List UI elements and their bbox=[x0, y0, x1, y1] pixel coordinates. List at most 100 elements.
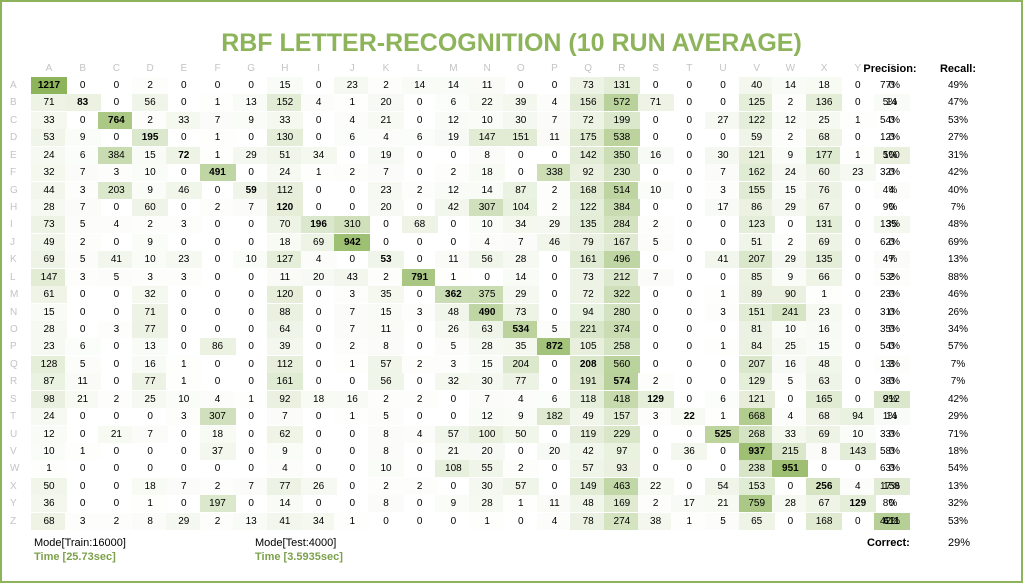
matrix-cell: 2 bbox=[637, 373, 674, 391]
matrix-cell: 30 bbox=[705, 146, 741, 164]
recall-value: 69% bbox=[947, 236, 968, 248]
matrix-cell: 0 bbox=[248, 219, 254, 231]
matrix-cell: 5 bbox=[435, 338, 472, 356]
matrix-cell: 87 bbox=[502, 181, 539, 199]
matrix-cell: 0 bbox=[888, 132, 895, 144]
row-header-g: G bbox=[10, 184, 18, 196]
matrix-cell: 0 bbox=[79, 411, 86, 423]
row-header-r: R bbox=[10, 376, 18, 388]
matrix-cell: 13 bbox=[233, 512, 270, 530]
matrix-cell: 87 bbox=[31, 373, 67, 391]
row-header-i: I bbox=[10, 219, 13, 231]
matrix-cell: 241 bbox=[772, 303, 809, 321]
matrix-cell: 310 bbox=[334, 216, 371, 234]
matrix-cell: 9 bbox=[435, 495, 472, 513]
matrix-cell: 29 bbox=[233, 146, 270, 164]
matrix-cell: 6 bbox=[64, 146, 101, 164]
recall-value: 18% bbox=[947, 446, 968, 458]
matrix-cell: 0 bbox=[315, 114, 322, 126]
matrix-cell: 215 bbox=[772, 443, 809, 461]
matrix-cell: 0 bbox=[652, 132, 659, 144]
matrix-cell: 0 bbox=[720, 446, 726, 458]
matrix-cell: 0 bbox=[484, 271, 490, 283]
matrix-cell: 0 bbox=[79, 498, 86, 510]
matrix-cell: 0 bbox=[888, 446, 895, 458]
matrix-cell: 4 bbox=[368, 129, 404, 147]
matrix-cell: 1 bbox=[334, 94, 371, 112]
matrix-cell: 0 bbox=[248, 411, 254, 423]
matrix-cell: 28 bbox=[31, 321, 67, 339]
matrix-cell: 147 bbox=[31, 268, 67, 286]
matrix-cell: 129 bbox=[637, 390, 674, 408]
matrix-cell: 463 bbox=[603, 477, 640, 495]
matrix-cell: 33 bbox=[772, 425, 809, 443]
matrix-cell: 131 bbox=[603, 77, 640, 94]
column-header-d: D bbox=[146, 63, 154, 74]
matrix-cell: 162 bbox=[738, 164, 775, 182]
matrix-cell: 35 bbox=[502, 338, 539, 356]
matrix-cell: 7 bbox=[64, 164, 101, 182]
train-mode-label: Mode[Train:16000] bbox=[34, 537, 126, 549]
matrix-cell: 0 bbox=[181, 202, 187, 213]
recall-value: 88% bbox=[947, 271, 968, 283]
matrix-cell: 0 bbox=[652, 324, 659, 336]
matrix-cell: 1 bbox=[199, 129, 236, 147]
matrix-cell: 165 bbox=[806, 390, 843, 408]
row-header-f: F bbox=[10, 167, 17, 179]
matrix-cell: 268 bbox=[738, 425, 775, 443]
matrix-cell: 43 bbox=[334, 268, 371, 286]
matrix-cell: 3 bbox=[165, 268, 202, 286]
matrix-cell: 307 bbox=[199, 408, 236, 426]
matrix-cell: 56 bbox=[132, 94, 169, 112]
matrix-cell: 16 bbox=[772, 355, 809, 373]
matrix-cell: 9 bbox=[233, 111, 270, 129]
matrix-cell: 158 bbox=[873, 477, 910, 495]
precision-value: 17% bbox=[879, 480, 900, 492]
row-header-c: C bbox=[10, 114, 18, 126]
matrix-cell: 0 bbox=[787, 393, 794, 405]
matrix-cell: 23 bbox=[368, 181, 404, 199]
matrix-cell: 7 bbox=[233, 199, 270, 216]
matrix-cell: 0 bbox=[450, 219, 457, 231]
matrix-cell: 8 bbox=[368, 443, 404, 461]
matrix-cell: 0 bbox=[79, 480, 86, 492]
matrix-cell: 23 bbox=[31, 338, 67, 356]
test-time-label: Time [3.5935sec] bbox=[255, 551, 343, 563]
matrix-cell: 191 bbox=[570, 373, 607, 391]
row-header-e: E bbox=[10, 149, 17, 161]
precision-value: 54% bbox=[879, 114, 900, 126]
matrix-cell: 90 bbox=[772, 286, 809, 304]
matrix-cell: 0 bbox=[686, 202, 693, 213]
matrix-cell: 274 bbox=[603, 512, 640, 530]
matrix-cell: 35 bbox=[873, 216, 910, 234]
matrix-cell: 152 bbox=[266, 94, 303, 112]
matrix-cell: 0 bbox=[181, 324, 187, 336]
matrix-cell: 0 bbox=[181, 463, 187, 475]
matrix-cell: 0 bbox=[315, 132, 322, 144]
matrix-cell: 29 bbox=[502, 286, 539, 304]
matrix-cell: 19 bbox=[435, 129, 472, 147]
matrix-cell: 2 bbox=[98, 512, 135, 530]
matrix-cell: 135 bbox=[570, 216, 607, 234]
recall-value: 40% bbox=[947, 184, 968, 196]
matrix-cell: 204 bbox=[502, 355, 539, 373]
matrix-cell: 67 bbox=[806, 495, 843, 513]
matrix-cell: 4 bbox=[266, 460, 303, 478]
matrix-cell: 10 bbox=[132, 251, 169, 269]
matrix-cell: 34 bbox=[300, 512, 337, 530]
matrix-cell: 4 bbox=[502, 390, 539, 408]
matrix-cell: 0 bbox=[214, 463, 221, 475]
matrix-cell: 2 bbox=[334, 338, 371, 356]
matrix-cell: 77 bbox=[132, 373, 169, 391]
matrix-cell: 0 bbox=[349, 498, 356, 510]
matrix-cell: 4 bbox=[334, 111, 371, 129]
matrix-cell: 1 bbox=[839, 146, 876, 164]
matrix-cell: 15 bbox=[266, 77, 303, 94]
matrix-cell: 24 bbox=[772, 164, 809, 182]
matrix-cell: 7 bbox=[233, 477, 270, 495]
matrix-cell: 0 bbox=[349, 202, 356, 213]
matrix-cell: 0 bbox=[720, 376, 726, 388]
matrix-cell: 41 bbox=[266, 512, 303, 530]
row-header-h: H bbox=[10, 202, 18, 213]
matrix-cell: 12 bbox=[772, 111, 809, 129]
